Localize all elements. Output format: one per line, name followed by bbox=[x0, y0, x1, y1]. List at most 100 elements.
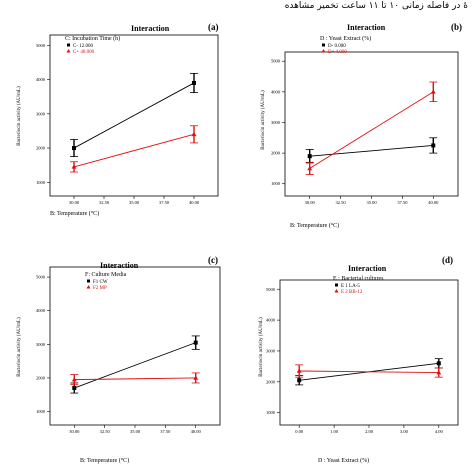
y-tick-label: 2000 bbox=[271, 151, 281, 156]
legend-marker bbox=[66, 49, 71, 53]
y-tick-label: 1000 bbox=[36, 409, 46, 414]
panel-label: (c) bbox=[208, 255, 218, 265]
x-tick-label: 40.00 bbox=[191, 429, 202, 434]
x-axis-label: B: Temperature (°C) bbox=[80, 457, 129, 464]
data-point bbox=[307, 165, 313, 171]
series-2 bbox=[70, 372, 200, 386]
series-line bbox=[309, 91, 434, 169]
series-2 bbox=[305, 81, 438, 175]
y-tick-label: 1000 bbox=[271, 181, 281, 186]
x-tick-label: 35.00 bbox=[366, 200, 377, 205]
series-2 bbox=[295, 364, 443, 378]
legend-entry: E 1 LA-5 bbox=[341, 284, 360, 289]
x-tick-label: 32.50 bbox=[336, 200, 347, 205]
plot-frame bbox=[279, 279, 459, 426]
y-tick-label: 5000 bbox=[266, 287, 276, 292]
plot-frame bbox=[49, 266, 221, 426]
x-tick-label: 37.50 bbox=[160, 429, 171, 434]
legend-entry: F2 MP bbox=[93, 286, 107, 291]
legend-entry: D+ 4.000 bbox=[328, 50, 347, 55]
series-2 bbox=[70, 125, 198, 173]
chart-title: Interaction bbox=[100, 261, 139, 270]
y-tick-label: 3000 bbox=[266, 348, 276, 353]
x-tick-label: 35.00 bbox=[129, 200, 140, 205]
legend-entry: C+ 48.000 bbox=[73, 50, 95, 55]
chart-panel-1: Interaction (a) 5000 4000 3000 2000 1000 30.00 3… bbox=[17, 22, 219, 217]
y-tick-label: 4000 bbox=[271, 89, 281, 94]
series-line bbox=[73, 133, 195, 168]
header-text: ۀ در فاصله زمانی ۱۰ تا ۱۱ ساعت تخمیر مشا… bbox=[284, 1, 468, 11]
y-tick-label: 3000 bbox=[271, 120, 281, 125]
series-1 bbox=[70, 72, 198, 158]
series-line bbox=[74, 342, 196, 389]
legend-marker bbox=[334, 289, 339, 293]
legend-title: C: Incubation Time (h) bbox=[65, 35, 120, 42]
legend-title: F: Culture Media bbox=[85, 272, 127, 278]
chart-panel-2: Interaction (b) 5000 4000 3000 2000 1000 30.00 3… bbox=[261, 22, 462, 229]
y-tick-label: 3000 bbox=[36, 342, 46, 347]
series-1 bbox=[305, 137, 438, 164]
legend-entry: F1 CW bbox=[93, 280, 108, 285]
x-tick-label: 35.00 bbox=[130, 429, 141, 434]
legend-marker bbox=[322, 43, 325, 47]
data-point bbox=[436, 369, 442, 375]
y-tick-label: 2000 bbox=[36, 146, 46, 151]
legend-marker bbox=[321, 49, 326, 53]
chart-title: Interaction bbox=[348, 264, 387, 273]
x-tick-label: 2.00 bbox=[365, 429, 374, 434]
x-tick-label: 3.00 bbox=[400, 429, 409, 434]
y-tick-label: 5000 bbox=[271, 59, 281, 64]
data-point bbox=[193, 375, 199, 380]
series-line bbox=[299, 370, 439, 374]
y-tick-label: 5000 bbox=[36, 275, 46, 280]
legend-marker bbox=[335, 283, 338, 287]
data-point bbox=[430, 89, 436, 94]
legend-marker bbox=[87, 279, 90, 283]
data-point bbox=[436, 361, 441, 366]
x-axis-label: B: Temperature (°C) bbox=[50, 210, 99, 217]
y-axis-label: Bacteriocin activity (AU/mL) bbox=[17, 317, 22, 377]
chart-panel-3: Interaction (c) 5000 4000 3000 2000 1000 30.00 3… bbox=[17, 255, 221, 464]
series-1 bbox=[70, 335, 200, 394]
y-tick-label: 4000 bbox=[266, 318, 276, 323]
x-tick-label: 1.00 bbox=[330, 429, 339, 434]
y-tick-label: 2000 bbox=[266, 379, 276, 384]
y-tick-label: 3000 bbox=[36, 111, 46, 116]
y-axis-label: Bacteriocin activity (AU/mL) bbox=[259, 317, 264, 377]
chart-title: Interaction bbox=[347, 23, 386, 32]
data-point bbox=[191, 131, 197, 137]
x-tick-label: 40.00 bbox=[189, 200, 200, 205]
data-point bbox=[71, 164, 77, 169]
data-point bbox=[192, 80, 196, 85]
x-axis-label: B: Temperature (°C) bbox=[290, 222, 339, 229]
series-line bbox=[74, 377, 196, 381]
series-line bbox=[73, 82, 195, 149]
legend-title: D : Yeast Extract (%) bbox=[320, 35, 371, 42]
y-tick-label: 4000 bbox=[36, 77, 46, 82]
chart-title: Interaction bbox=[131, 24, 170, 33]
x-tick-label: 37.50 bbox=[159, 200, 170, 205]
panel-label: (d) bbox=[442, 255, 453, 265]
x-tick-label: 0.00 bbox=[295, 429, 304, 434]
y-tick-label: 5000 bbox=[36, 43, 46, 48]
x-tick-label: 30.00 bbox=[69, 200, 80, 205]
y-axis-label: Bacteriocin activity (AU/mL) bbox=[261, 90, 266, 150]
legend-entry: D- 0.000 bbox=[328, 44, 346, 49]
legend-entry: E 2 BB-12 bbox=[341, 290, 363, 295]
y-tick-label: 1000 bbox=[266, 410, 276, 415]
panel-label: (b) bbox=[451, 22, 462, 32]
data-point bbox=[296, 368, 302, 373]
panel-label: (a) bbox=[208, 22, 219, 32]
data-point bbox=[71, 377, 77, 382]
data-point bbox=[72, 146, 76, 151]
y-tick-label: 1000 bbox=[36, 180, 46, 185]
y-axis-label: Bacteriocin activity (AU/mL) bbox=[17, 86, 22, 146]
x-tick-label: 32.50 bbox=[99, 200, 110, 205]
legend-marker bbox=[86, 285, 91, 289]
data-point bbox=[72, 386, 77, 391]
x-axis-label: D : Yeast Extract (%) bbox=[318, 457, 369, 464]
chart-panel-4: Interaction (d) 5000 4000 3000 2000 1000 0.00 1.… bbox=[259, 255, 459, 464]
x-tick-label: 30.00 bbox=[69, 429, 80, 434]
data-point bbox=[297, 378, 302, 383]
